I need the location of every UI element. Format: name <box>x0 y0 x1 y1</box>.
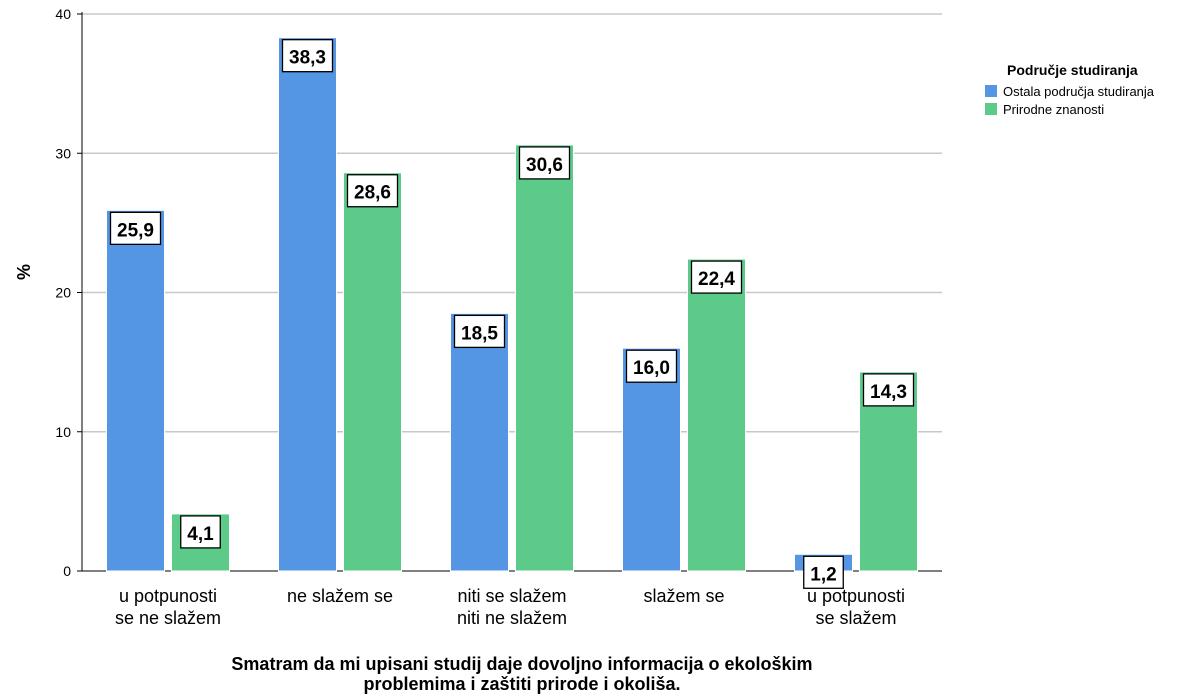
x-axis-title-line-1: Smatram da mi upisani studij daje dovolj… <box>0 654 1044 674</box>
data-label: 25,9 <box>117 220 154 241</box>
x-tick-label: niti se slažem <box>457 586 566 606</box>
legend-swatch-ostala <box>985 85 997 97</box>
y-tick-label: 40 <box>55 6 71 22</box>
legend-label-ostala: Ostala područja studiranja <box>1003 84 1154 99</box>
x-tick-label: ne slažem se <box>287 586 393 606</box>
bar-ostala <box>107 210 165 571</box>
data-label: 16,0 <box>633 358 670 379</box>
bar-prirodne <box>516 145 574 571</box>
data-label: 18,5 <box>461 323 498 344</box>
x-axis-title-line-2: problemima i zaštiti prirode i okoliša. <box>0 674 1044 694</box>
bar-ostala <box>451 313 509 571</box>
legend-item-prirodne: Prirodne znanosti <box>985 100 1154 118</box>
data-label: 4,1 <box>187 524 214 545</box>
data-label: 22,4 <box>698 269 735 290</box>
bar-prirodne <box>688 259 746 571</box>
x-tick-label: se ne slažem <box>115 608 221 628</box>
x-tick-label: u potpunosti <box>807 586 905 606</box>
legend-label-prirodne: Prirodne znanosti <box>1003 102 1104 117</box>
legend-title: Područje studiranja <box>1007 62 1154 78</box>
legend: Područje studiranja Ostala područja stud… <box>985 62 1154 118</box>
y-tick-label: 20 <box>55 285 71 301</box>
data-label: 30,6 <box>526 155 563 176</box>
data-label: 14,3 <box>870 382 907 403</box>
y-tick-label: 0 <box>63 563 71 579</box>
x-tick-label: se slažem <box>815 608 896 628</box>
legend-item-ostala: Ostala područja studiranja <box>985 82 1154 100</box>
y-axis-title: % <box>14 264 34 280</box>
y-tick-label: 10 <box>55 424 71 440</box>
data-label: 38,3 <box>289 48 326 69</box>
bar-ostala <box>279 38 337 571</box>
data-label: 1,2 <box>810 564 836 585</box>
x-tick-label: niti ne slažem <box>457 608 567 628</box>
x-axis-title: Smatram da mi upisani studij daje dovolj… <box>0 654 1044 694</box>
data-label: 28,6 <box>354 183 391 204</box>
legend-swatch-prirodne <box>985 103 997 115</box>
y-tick-label: 30 <box>55 145 71 161</box>
x-tick-label: slažem se <box>643 586 724 606</box>
bar-prirodne <box>344 173 402 571</box>
x-tick-label: u potpunosti <box>119 586 217 606</box>
